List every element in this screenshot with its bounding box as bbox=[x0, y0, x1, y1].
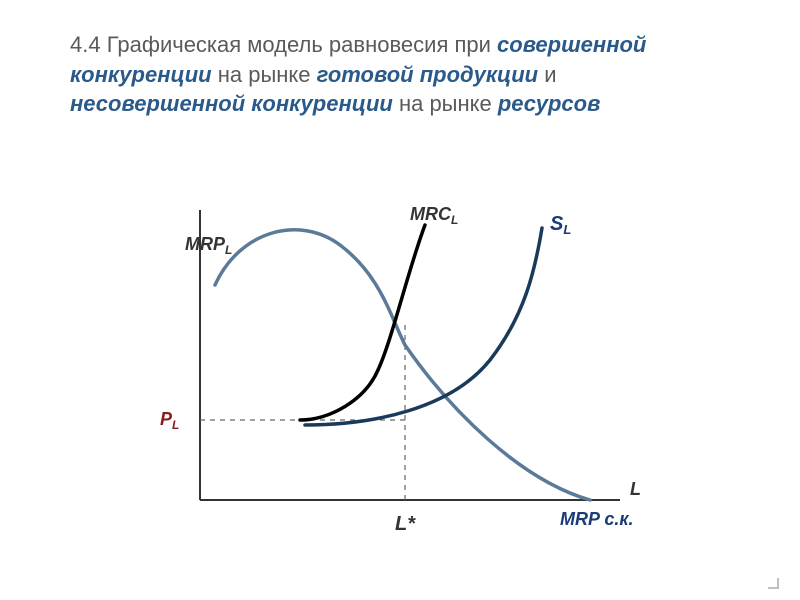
curve-mrc_l bbox=[300, 225, 425, 420]
curve-s_l bbox=[305, 228, 542, 425]
curve-mrp_ck bbox=[405, 345, 590, 500]
corner-mark-icon bbox=[766, 576, 780, 590]
slide-title: 4.4 Графическая модель равновесия при со… bbox=[70, 30, 730, 119]
label-l-axis: L bbox=[630, 479, 641, 499]
label-mrp-l: MRPL bbox=[185, 234, 232, 257]
label-l-star: L* bbox=[395, 513, 416, 535]
label-mrp-ck: MRP с.к. bbox=[560, 509, 633, 529]
label-s-l: SL bbox=[550, 213, 571, 237]
label-mrc-l: MRCL bbox=[410, 204, 458, 227]
curve-mrp_l bbox=[215, 230, 405, 345]
label-p-l: PL bbox=[160, 409, 179, 432]
equilibrium-chart: MRPL MRCL SL PL L L* MRP с.к. bbox=[130, 200, 670, 550]
